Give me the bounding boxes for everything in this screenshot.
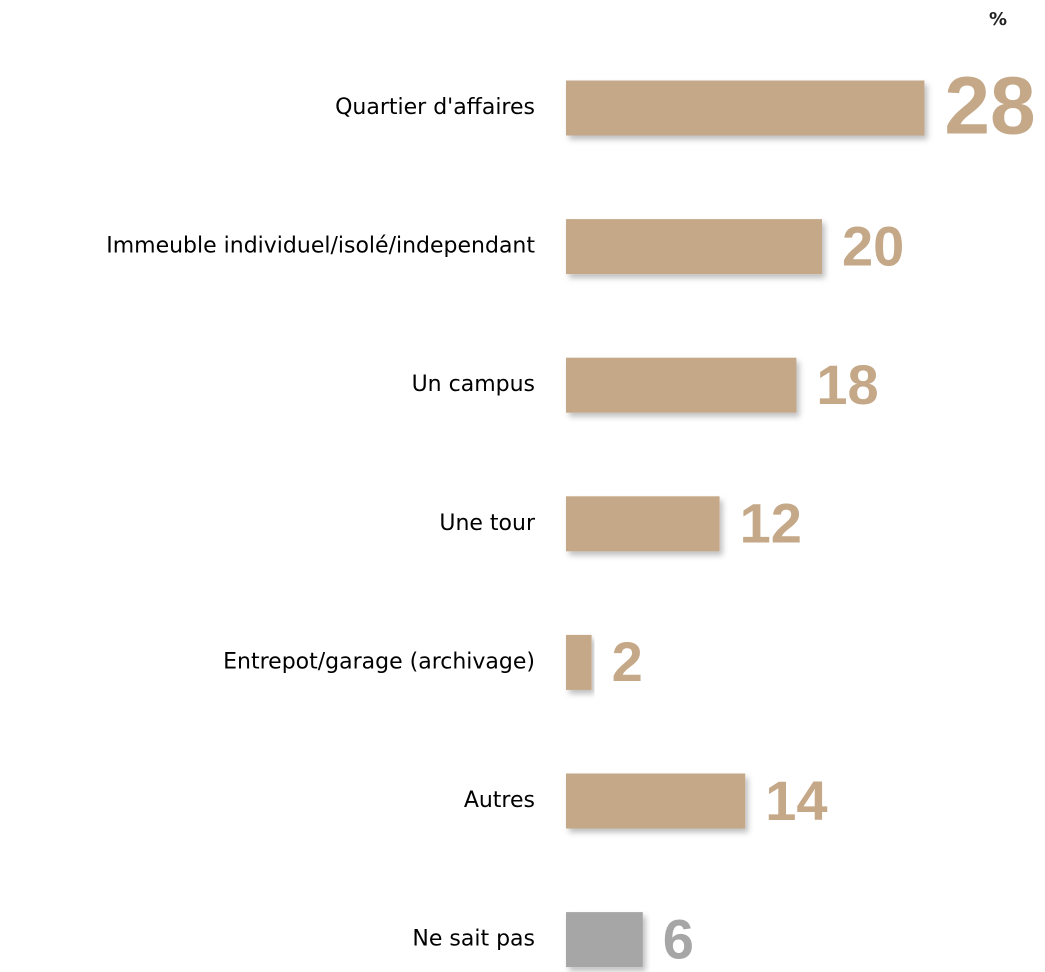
category-label: Ne sait pas	[412, 927, 535, 952]
category-label: Immeuble individuel/isolé/independant	[106, 234, 535, 259]
value-label: 18	[816, 353, 878, 416]
value-label: 20	[842, 214, 904, 277]
category-label: Une tour	[439, 511, 536, 536]
value-label: 28	[944, 61, 1035, 152]
value-label: 14	[765, 769, 827, 832]
bar	[566, 773, 746, 829]
category-label: Quartier d'affaires	[335, 95, 535, 120]
bar	[566, 80, 925, 136]
value-label: 6	[663, 907, 694, 970]
bar	[566, 634, 592, 690]
category-label: Entrepot/garage (archivage)	[223, 649, 535, 674]
bar	[566, 912, 643, 968]
bar	[566, 496, 720, 552]
category-label: Autres	[464, 788, 535, 813]
category-label: Un campus	[412, 372, 535, 397]
value-label: 12	[740, 492, 802, 555]
unit-label: %	[989, 9, 1007, 30]
bar	[566, 219, 822, 275]
bar	[566, 357, 797, 413]
value-label: 2	[612, 630, 643, 693]
